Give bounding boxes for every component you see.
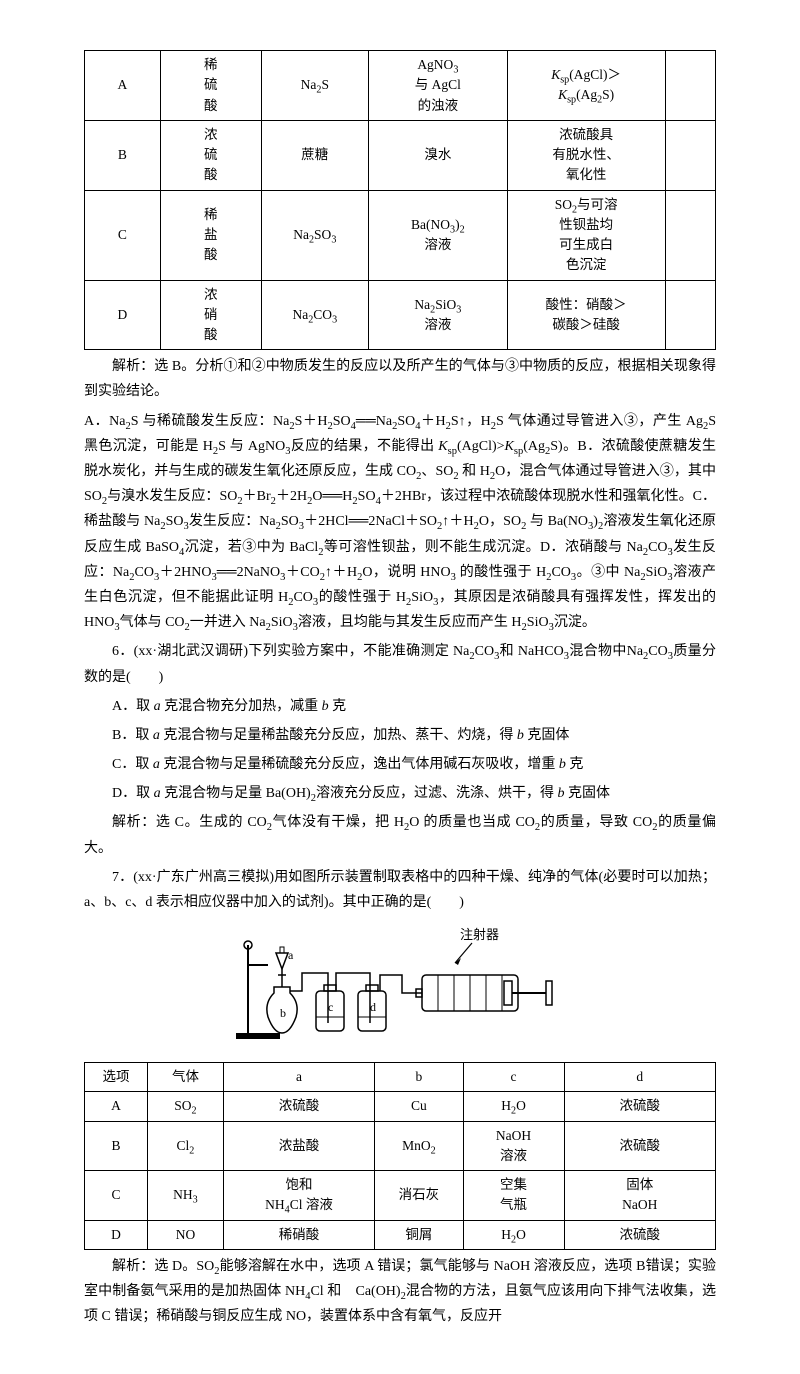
table-header-cell: b — [375, 1063, 463, 1092]
table-cell: NaOH溶液 — [463, 1121, 564, 1171]
analysis-1b: A．Na2S 与稀硫酸发生反应：Na2S＋H2SO4══Na2SO4＋H2S↑，… — [84, 409, 716, 636]
table-cell: 稀硫酸 — [160, 51, 261, 121]
q7-stem: 7．(xx·广东广州高三模拟)用如图所示装置制取表格中的四种干燥、纯净的气体(必… — [84, 865, 716, 915]
table-cell: D — [85, 280, 161, 350]
table-cell: 浓硫酸 — [160, 120, 261, 190]
table-cell: Ksp(AgCl)＞Ksp(Ag2S) — [507, 51, 665, 121]
table-row: C稀盐酸Na2SO3Ba(NO3)2溶液SO2与可溶性钡盐均可生成白色沉淀 — [85, 190, 716, 280]
table-cell: 浓硫酸 — [564, 1092, 715, 1121]
table-cell: SO2 — [148, 1092, 224, 1121]
table-cell: Cl2 — [148, 1121, 224, 1171]
table-header-cell: 气体 — [148, 1063, 224, 1092]
q6-opt-b: B．取 a 克混合物与足量稀盐酸充分反应，加热、蒸干、灼烧，得 b 克固体 — [84, 723, 716, 748]
table-cell: A — [85, 1092, 148, 1121]
table-cell: 浓硫酸 — [564, 1121, 715, 1171]
q6-opt-a: A．取 a 克混合物充分加热，减重 b 克 — [84, 694, 716, 719]
table-cell: C — [85, 1171, 148, 1221]
table-row: D浓硝酸Na2CO3Na2SiO3溶液酸性：硝酸＞碳酸＞硅酸 — [85, 280, 716, 350]
table-experiments: A稀硫酸Na2SAgNO3与 AgCl的浊液Ksp(AgCl)＞Ksp(Ag2S… — [84, 50, 716, 350]
table-header-cell: c — [463, 1063, 564, 1092]
table-row: A稀硫酸Na2SAgNO3与 AgCl的浊液Ksp(AgCl)＞Ksp(Ag2S… — [85, 51, 716, 121]
table-cell — [665, 120, 716, 190]
q6-opt-d: D．取 a 克混合物与足量 Ba(OH)2溶液充分反应，过滤、洗涤、烘干，得 b… — [84, 781, 716, 806]
table-header-cell: 选项 — [85, 1063, 148, 1092]
table-cell: 固体NaOH — [564, 1171, 715, 1221]
table-cell: 浓硫酸 — [223, 1092, 374, 1121]
table-cell: 铜屑 — [375, 1220, 463, 1249]
table-cell: 溴水 — [368, 120, 507, 190]
table-cell: D — [85, 1220, 148, 1249]
table-cell: 浓硫酸具有脱水性、氧化性 — [507, 120, 665, 190]
table-cell: NH3 — [148, 1171, 224, 1221]
table-cell: C — [85, 190, 161, 280]
table-cell: MnO2 — [375, 1121, 463, 1171]
table-cell: B — [85, 1121, 148, 1171]
table-cell: 浓硝酸 — [160, 280, 261, 350]
table-cell: H2O — [463, 1092, 564, 1121]
table-gas-prep: 选项气体abcdASO2浓硫酸CuH2O浓硫酸BCl2浓盐酸MnO2NaOH溶液… — [84, 1062, 716, 1250]
svg-text:d: d — [370, 1000, 376, 1014]
table-cell: Cu — [375, 1092, 463, 1121]
table-cell: Ba(NO3)2溶液 — [368, 190, 507, 280]
table-cell: 饱和NH4Cl 溶液 — [223, 1171, 374, 1221]
table-cell: 空集气瓶 — [463, 1171, 564, 1221]
table-cell — [665, 51, 716, 121]
table-header-cell: a — [223, 1063, 374, 1092]
svg-text:a: a — [288, 948, 294, 962]
table-cell: AgNO3与 AgCl的浊液 — [368, 51, 507, 121]
table-header-cell: d — [564, 1063, 715, 1092]
table-cell: Na2SO3 — [261, 190, 368, 280]
table-cell: SO2与可溶性钡盐均可生成白色沉淀 — [507, 190, 665, 280]
apparatus-figure: 注射器 a b c — [84, 925, 716, 1050]
table-header-row: 选项气体abcd — [85, 1063, 716, 1092]
svg-text:c: c — [328, 1000, 333, 1014]
table-row: ASO2浓硫酸CuH2O浓硫酸 — [85, 1092, 716, 1121]
table-cell: B — [85, 120, 161, 190]
table-row: CNH3饱和NH4Cl 溶液消石灰空集气瓶固体NaOH — [85, 1171, 716, 1221]
q6-opt-c: C．取 a 克混合物与足量稀硫酸充分反应，逸出气体用碱石灰吸收，增重 b 克 — [84, 752, 716, 777]
table-cell: 稀硝酸 — [223, 1220, 374, 1249]
table-cell: 浓硫酸 — [564, 1220, 715, 1249]
table-cell: NO — [148, 1220, 224, 1249]
table-row: DNO稀硝酸铜屑H2O浓硫酸 — [85, 1220, 716, 1249]
table-cell: A — [85, 51, 161, 121]
table-cell: 消石灰 — [375, 1171, 463, 1221]
q6-analysis: 解析：选 C。生成的 CO2气体没有干燥，把 H2O 的质量也当成 CO2的质量… — [84, 810, 716, 860]
table-row: B浓硫酸蔗糖溴水浓硫酸具有脱水性、氧化性 — [85, 120, 716, 190]
q6-stem: 6．(xx·湖北武汉调研)下列实验方案中，不能准确测定 Na2CO3和 NaHC… — [84, 639, 716, 689]
table-cell: H2O — [463, 1220, 564, 1249]
table-cell: Na2CO3 — [261, 280, 368, 350]
analysis-1a: 解析：选 B。分析①和②中物质发生的反应以及所产生的气体与③中物质的反应，根据相… — [84, 354, 716, 404]
apparatus-svg: 注射器 a b c — [230, 925, 570, 1045]
table-row: BCl2浓盐酸MnO2NaOH溶液浓硫酸 — [85, 1121, 716, 1171]
table-cell: Na2S — [261, 51, 368, 121]
table-cell: 蔗糖 — [261, 120, 368, 190]
table-cell: 酸性：硝酸＞碳酸＞硅酸 — [507, 280, 665, 350]
injector-label: 注射器 — [460, 927, 499, 942]
table-cell: Na2SiO3溶液 — [368, 280, 507, 350]
q7-analysis: 解析：选 D。SO2能够溶解在水中，选项 A 错误；氯气能够与 NaOH 溶液反… — [84, 1254, 716, 1330]
table-cell — [665, 190, 716, 280]
table-cell: 稀盐酸 — [160, 190, 261, 280]
svg-text:b: b — [280, 1006, 286, 1020]
table-cell: 浓盐酸 — [223, 1121, 374, 1171]
table-cell — [665, 280, 716, 350]
